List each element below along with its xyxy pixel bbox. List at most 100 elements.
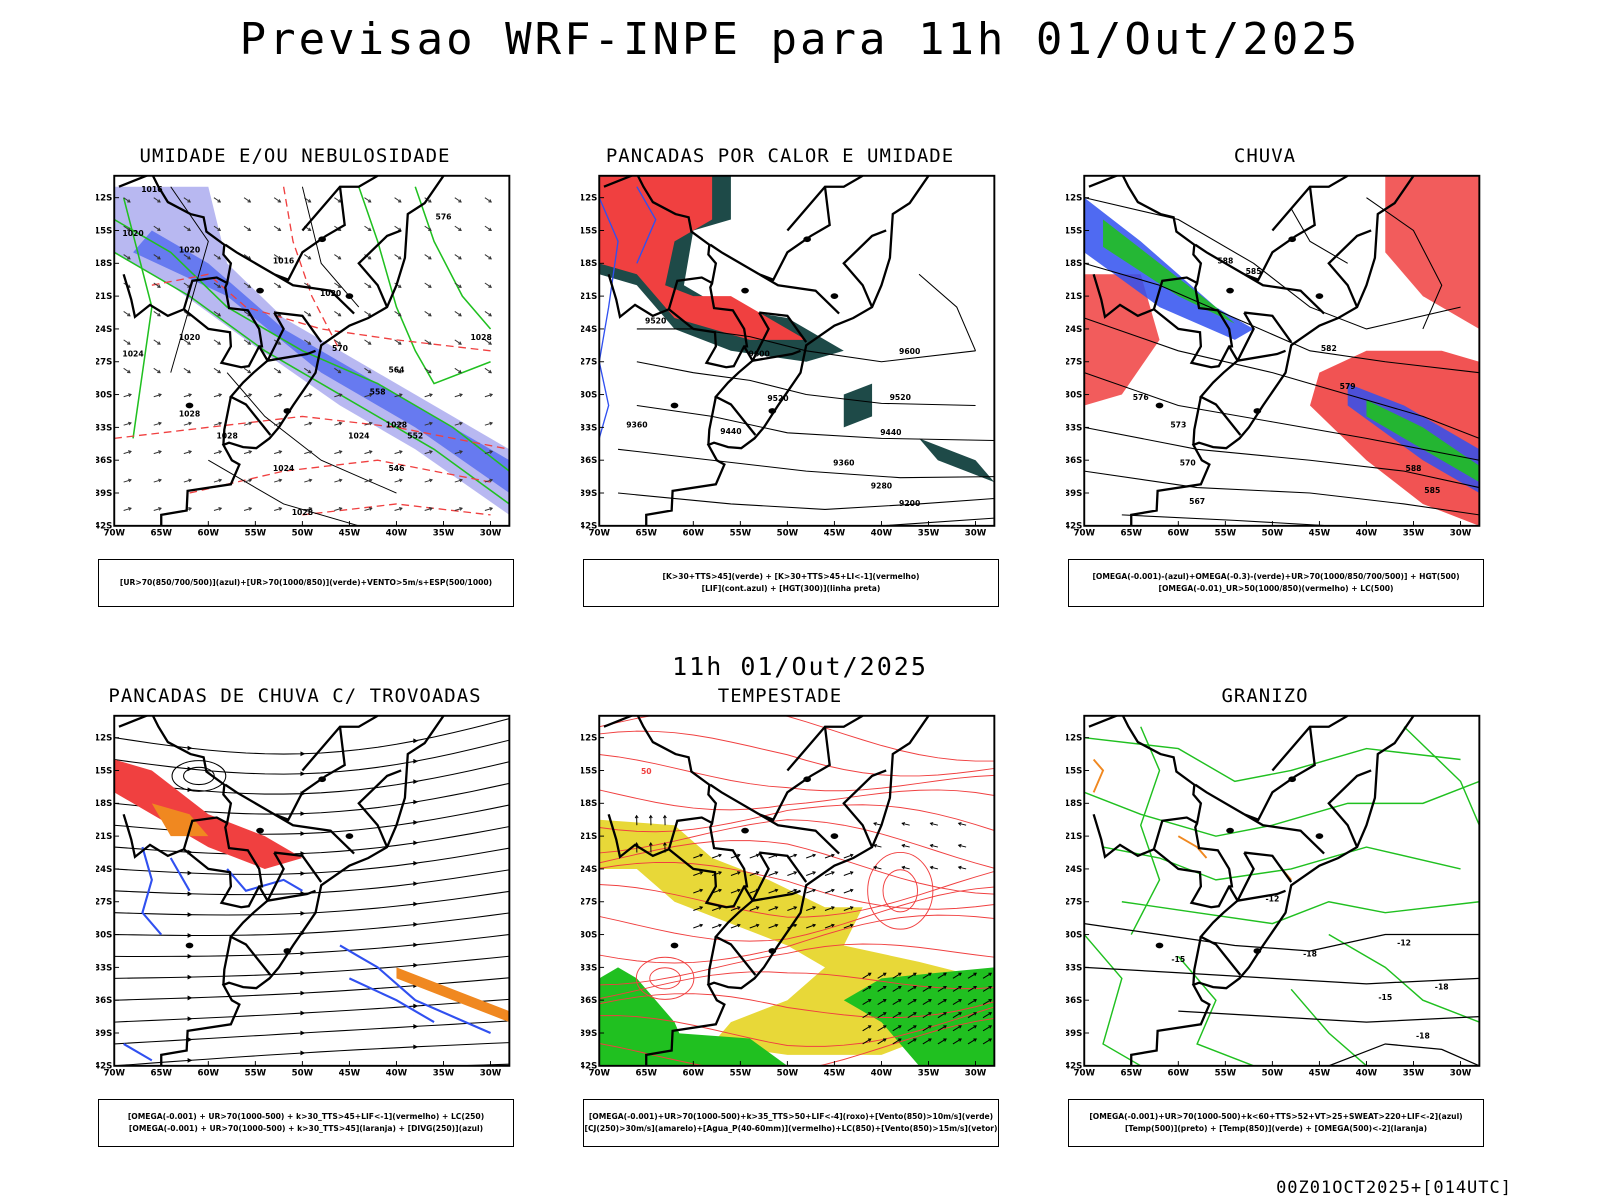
contour-label: 570 (332, 344, 348, 353)
wind-vector (768, 924, 778, 929)
wind-vector (787, 871, 797, 876)
streamline (599, 730, 995, 777)
wind-vector (862, 1025, 872, 1032)
contour-label: 9440 (720, 427, 741, 436)
wind-vector (937, 986, 947, 992)
wind-vector (183, 339, 191, 345)
contour-line (617, 448, 995, 479)
x-tick-label: 35W (1403, 528, 1425, 538)
contour-line (358, 186, 491, 385)
legend-box: [OMEGA(-0.001)+UR>70(1000-500)+k<60+TTS>… (1068, 1099, 1484, 1147)
contour-line (636, 404, 995, 441)
wind-vector (937, 999, 947, 1005)
contour-label: 579 (1340, 382, 1356, 391)
y-tick-label: 18S (1066, 259, 1082, 269)
wind-vector (424, 367, 432, 374)
wind-vector (892, 1025, 902, 1032)
wind-vector (982, 1012, 992, 1019)
x-tick-label: 45W (339, 1068, 361, 1078)
y-tick-label: 15S (96, 766, 112, 776)
wind-vector (364, 282, 372, 288)
y-tick-label: 21S (96, 292, 112, 302)
y-tick-label: 33S (1066, 423, 1082, 433)
wind-vector (364, 225, 372, 231)
wind-vector (364, 450, 372, 455)
legend-line: [CJ(250)>30m/s](amarelo)+[Agua_P(40-60mm… (584, 1124, 998, 1133)
wind-vector (243, 254, 251, 260)
wind-vector (424, 507, 433, 511)
x-tick-label: 40W (871, 528, 893, 538)
y-tick-label: 27S (581, 358, 597, 368)
wind-vector (334, 282, 341, 288)
y-tick-label: 21S (1066, 832, 1082, 842)
y-tick-label: 15S (1066, 226, 1082, 236)
legend-line: [OMEGA(-0.01)_UR>50(1000/850)(vermelho) … (1158, 584, 1394, 593)
contour-label: 585 (1246, 267, 1262, 276)
wind-vector (787, 889, 797, 894)
streamline (114, 1020, 510, 1045)
wind-vector (153, 450, 162, 455)
wind-vector (982, 999, 992, 1005)
wind-vector (877, 986, 887, 992)
wind-vector (394, 339, 402, 345)
wind-vector (424, 450, 433, 455)
wind-vector (967, 999, 977, 1005)
wind-vector (183, 394, 192, 398)
panel-pancadas-trovoadas: PANCADAS DE CHUVA C/ TROVOADAS 70W 65W 60W 5… (80, 685, 514, 1155)
wind-vector (243, 450, 252, 455)
streamline (599, 943, 995, 986)
contour-line (1121, 900, 1480, 925)
wind-vector (213, 507, 222, 511)
map-plot: 70W 65W 60W 55W 50W 45W 40W 35W 30W 12S 15S 18S 21S 2… (96, 714, 511, 1078)
wind-vector (334, 479, 342, 483)
wind-vector (303, 311, 311, 317)
x-tick-label: 70W (1073, 528, 1095, 538)
wind-vector (952, 1012, 962, 1019)
y-tick-label: 33S (1066, 963, 1082, 973)
y-tick-label: 36S (581, 996, 597, 1006)
wind-vector (484, 450, 493, 455)
y-tick-label: 12S (96, 194, 112, 204)
x-tick-label: 70W (103, 528, 125, 538)
y-tick-label: 24S (581, 325, 597, 335)
contour-label: -18 (1303, 949, 1317, 958)
contour-label: 567 (1189, 497, 1205, 506)
wind-vector (824, 889, 835, 894)
wind-vector (824, 871, 835, 876)
wind-vector (952, 1025, 962, 1032)
contour-label: 1028 (216, 431, 237, 440)
wind-vector (303, 367, 311, 374)
wind-vector (213, 479, 222, 483)
contour-label: 1020 (179, 245, 200, 254)
contour-line (169, 857, 191, 892)
x-tick-label: 70W (588, 1068, 610, 1078)
wind-vector (768, 871, 778, 876)
y-tick-label: 42S (1066, 522, 1082, 532)
x-tick-label: 55W (730, 528, 752, 538)
contour-label: -12 (1397, 938, 1411, 947)
wind-vector (454, 450, 463, 455)
wind-vector (123, 254, 131, 260)
x-tick-label: 35W (1403, 1068, 1425, 1078)
x-tick-label: 45W (824, 528, 846, 538)
y-tick-label: 27S (1066, 898, 1082, 908)
contour-label: 558 (370, 388, 386, 397)
y-tick-label: 33S (96, 963, 112, 973)
wind-vector (806, 871, 816, 876)
contour-label: 576 (436, 213, 452, 222)
wind-vector (213, 394, 222, 398)
x-tick-label: 70W (1073, 1068, 1095, 1078)
wind-vector (484, 311, 492, 317)
wind-vector (967, 972, 977, 979)
streamline (114, 998, 510, 1023)
contour-label: 1028 (292, 508, 313, 517)
wind-vector (484, 507, 493, 511)
wind-vector (937, 972, 947, 979)
y-tick-label: 39S (581, 1029, 597, 1039)
circulation-ring (867, 851, 934, 930)
wind-vector (749, 906, 759, 911)
streamline (114, 912, 510, 937)
wind-vector (749, 871, 759, 876)
wind-vector (484, 197, 492, 203)
wind-vector (806, 889, 816, 894)
